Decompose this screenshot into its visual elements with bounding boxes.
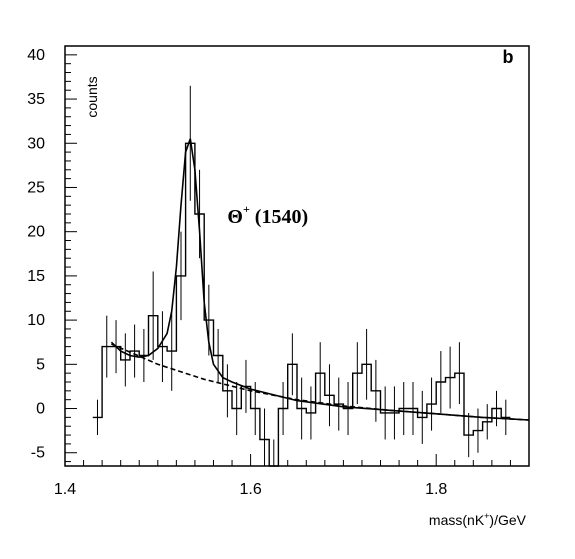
plot-frame <box>64 45 530 467</box>
annotation-suffix: (1540) <box>250 206 308 228</box>
y-tick-label: 15 <box>27 268 45 285</box>
background-fit-dashed <box>111 343 530 421</box>
annotation-theta-1540: Θ+ (1540) <box>227 202 308 228</box>
x-axis-label: mass(nK+)/GeV <box>429 511 527 528</box>
x-tick-label: 1.8 <box>425 481 447 498</box>
y-tick-label: 5 <box>36 356 45 373</box>
y-tick-label: 10 <box>27 312 45 329</box>
x-tick-label: 1.4 <box>54 481 76 498</box>
y-tick-label: 30 <box>27 135 45 152</box>
panel-label: b <box>503 47 514 67</box>
svg-text:Θ+ (1540): Θ+ (1540) <box>227 202 308 228</box>
x-tick-label: 1.6 <box>239 481 261 498</box>
y-tick-label: 40 <box>27 47 45 64</box>
histogram-steps <box>92 142 511 467</box>
y-tick-label: 20 <box>27 224 45 241</box>
signal-fit-curve <box>110 138 530 421</box>
annotation-symbol: Θ <box>227 206 243 228</box>
y-tick-label: 25 <box>27 179 45 196</box>
annotation-superscript: + <box>243 202 250 216</box>
y-tick-label: -5 <box>31 445 45 462</box>
y-axis-label: counts <box>84 76 100 117</box>
y-tick-label: 0 <box>36 401 45 418</box>
y-tick-label: 35 <box>27 91 45 108</box>
